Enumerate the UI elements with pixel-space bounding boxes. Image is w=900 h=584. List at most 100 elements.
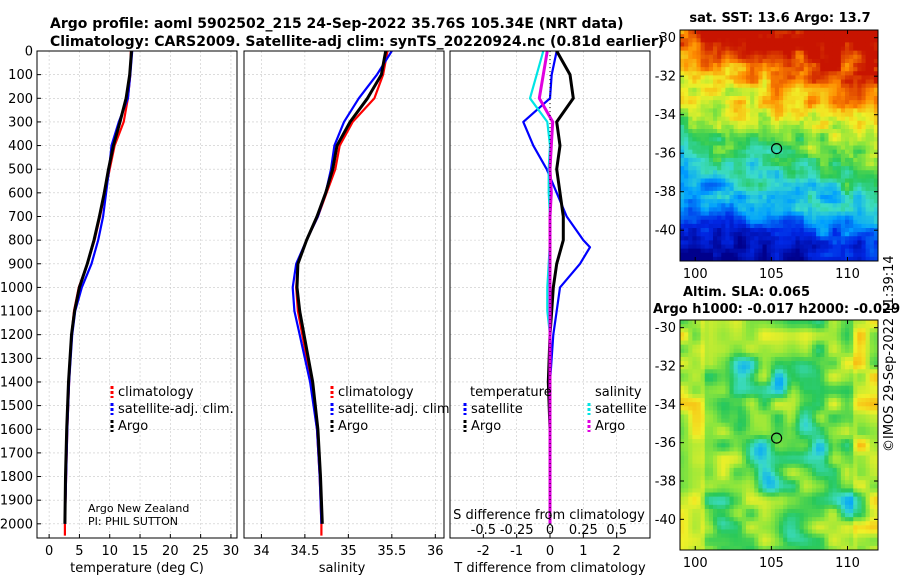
map-cell: [758, 369, 763, 374]
map-cell: [841, 249, 846, 254]
map-cell: [775, 137, 780, 142]
map-cell: [791, 373, 796, 378]
map-cell: [742, 220, 747, 225]
map-cell: [837, 38, 842, 43]
map-cell: [725, 427, 730, 432]
map-cell: [758, 88, 763, 93]
map-cell: [705, 468, 710, 473]
map-cell: [824, 427, 829, 432]
map-cell: [820, 80, 825, 85]
map-cell: [767, 488, 772, 493]
map-cell: [779, 236, 784, 241]
map-cell: [688, 369, 693, 374]
map-cell: [763, 542, 768, 547]
map-cell: [758, 146, 763, 151]
map-cell: [754, 390, 759, 395]
map-cell: [713, 166, 718, 171]
map-cell: [804, 42, 809, 47]
map-cell: [820, 517, 825, 522]
map-cell: [725, 509, 730, 514]
map-cell: [816, 320, 821, 325]
map-cell: [837, 30, 842, 35]
map-cell: [746, 55, 751, 60]
map-cell: [800, 63, 805, 68]
map-cell: [713, 464, 718, 469]
map-cell: [837, 150, 842, 155]
map-cell: [829, 75, 834, 80]
map-cell: [717, 59, 722, 64]
map-cell: [812, 104, 817, 109]
map-cell: [816, 373, 821, 378]
map-cell: [758, 104, 763, 109]
map-cell: [812, 336, 817, 341]
map-cell: [820, 369, 825, 374]
map-cell: [804, 166, 809, 171]
map-cell: [849, 30, 854, 35]
map-cell: [721, 38, 726, 43]
map-cell: [804, 71, 809, 76]
map-cell: [701, 224, 706, 229]
map-cell: [779, 521, 784, 526]
map-cell: [820, 170, 825, 175]
map-cell: [808, 513, 813, 518]
map-cell: [791, 232, 796, 237]
map-cell: [853, 146, 858, 151]
map-cell: [808, 488, 813, 493]
map-cell: [742, 183, 747, 188]
map-cell: [816, 146, 821, 151]
map-cell: [713, 484, 718, 489]
map-cell: [804, 141, 809, 146]
map-cell: [697, 166, 702, 171]
map-cell: [701, 236, 706, 241]
map-cell: [804, 34, 809, 39]
map-cell: [824, 336, 829, 341]
map-cell: [870, 170, 875, 175]
map-cell: [820, 84, 825, 89]
map-cell: [758, 92, 763, 97]
map-cell: [705, 42, 710, 47]
map-cell: [680, 386, 685, 391]
map-cell: [758, 373, 763, 378]
map-cell: [754, 187, 759, 192]
map-cell: [796, 447, 801, 452]
map-cell: [763, 373, 768, 378]
map-cell: [870, 216, 875, 221]
map-cell: [771, 162, 776, 167]
map-cell: [738, 480, 743, 485]
map-cell: [701, 336, 706, 341]
map-cell: [684, 162, 689, 167]
map-cell: [684, 328, 689, 333]
map-cell: [734, 133, 739, 138]
map-cell: [709, 365, 714, 370]
map-cell: [692, 179, 697, 184]
sst-map-image: [680, 30, 878, 261]
map-cell: [763, 96, 768, 101]
map-cell: [758, 212, 763, 217]
map-cell: [808, 170, 813, 175]
map-cell: [738, 232, 743, 237]
map-cell: [742, 67, 747, 72]
map-cell: [738, 538, 743, 543]
map-cell: [692, 353, 697, 358]
map-cell: [730, 521, 735, 526]
map-cell: [742, 125, 747, 130]
map-cell: [705, 59, 710, 64]
map-cell: [763, 88, 768, 93]
map-cell: [734, 529, 739, 534]
map-cell: [721, 63, 726, 68]
map-cell: [771, 493, 776, 498]
map-cell: [829, 84, 834, 89]
map-cell: [742, 460, 747, 465]
map-cell: [713, 529, 718, 534]
map-cell: [734, 505, 739, 510]
map-cell: [697, 146, 702, 151]
map-cell: [750, 150, 755, 155]
map-cell: [692, 166, 697, 171]
map-cell: [725, 113, 730, 118]
map-cell: [841, 191, 846, 196]
map-cell: [692, 121, 697, 126]
map-cell: [754, 332, 759, 337]
map-cell: [787, 386, 792, 391]
map-cell: [684, 100, 689, 105]
map-cell: [771, 203, 776, 208]
